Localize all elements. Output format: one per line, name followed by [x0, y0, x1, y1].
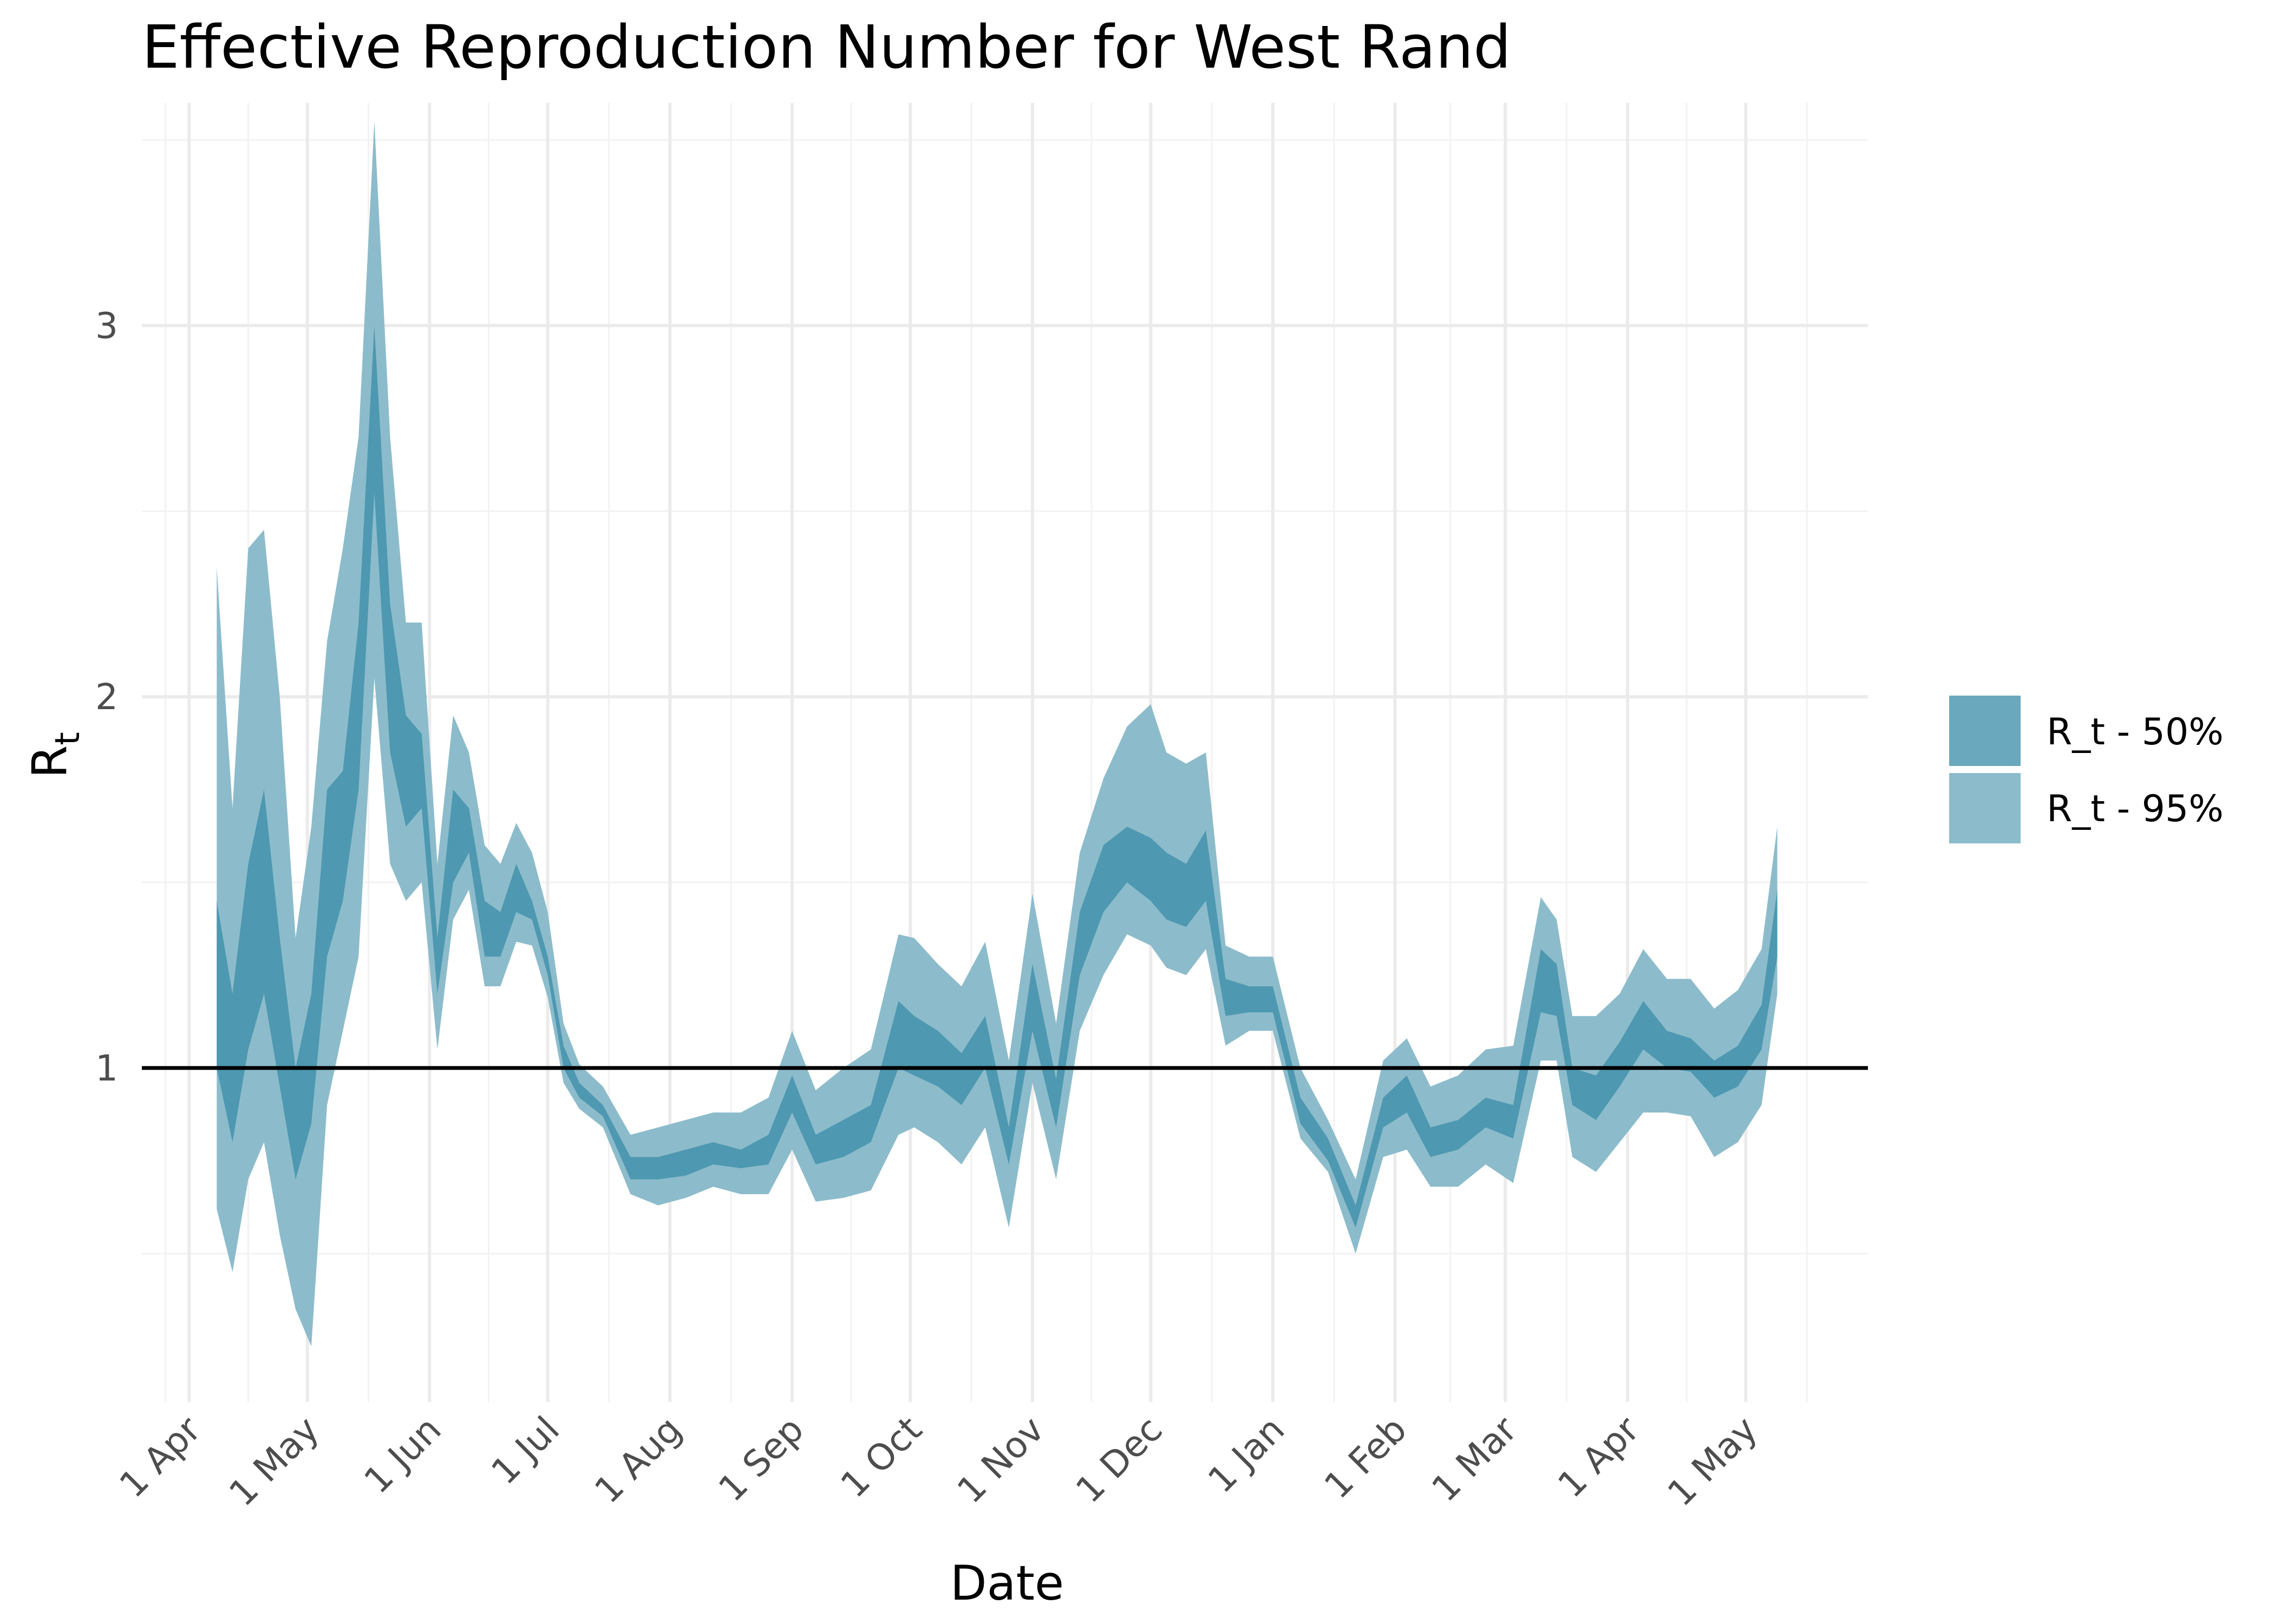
legend-swatch-95 — [1949, 773, 2021, 843]
x-axis-ticks: 1 Apr 1 May 1 Jun 1 Jul 1 Aug 1 Sep 1 Oct 1 Nov… — [112, 1408, 1766, 1514]
x-tick-label: 1 May — [1659, 1409, 1765, 1514]
x-tick-label: 1 May — [221, 1409, 327, 1514]
x-tick-label: 1 Apr — [112, 1408, 209, 1505]
x-tick-label: 1 Jan — [1200, 1409, 1292, 1501]
y-tick-label: 1 — [95, 1047, 118, 1089]
x-tick-label: 1 Jun — [356, 1409, 449, 1502]
y-tick-label: 3 — [95, 305, 118, 346]
x-tick-label: 1 Feb — [1316, 1409, 1415, 1507]
band-95 — [217, 121, 1778, 1347]
plot-bands — [217, 121, 1778, 1347]
x-tick-label: 1 Oct — [833, 1409, 930, 1506]
grid-minor — [142, 103, 1868, 1402]
legend-label-50: R_t - 50% — [2047, 711, 2224, 754]
x-tick-label: 1 Apr — [1550, 1408, 1648, 1505]
x-tick-label: 1 Mar — [1424, 1408, 1526, 1510]
legend-swatch-50 — [1949, 696, 2021, 766]
x-tick-label: 1 Aug — [587, 1409, 690, 1511]
band-50 — [217, 325, 1778, 1228]
y-axis-title: Rt — [22, 732, 87, 778]
x-tick-label: 1 Sep — [710, 1409, 812, 1510]
y-tick-label: 2 — [95, 676, 118, 718]
y-axis-title-main: R — [22, 745, 77, 778]
legend: R_t - 50% R_t - 95% — [1949, 696, 2224, 843]
y-axis-ticks: 1 2 3 — [95, 305, 118, 1089]
x-axis-title: Date — [950, 1555, 1064, 1611]
x-tick-label: 1 Dec — [1068, 1409, 1170, 1511]
chart-title: Effective Reproduction Number for West R… — [142, 12, 1511, 82]
x-tick-label: 1 Nov — [949, 1409, 1052, 1511]
y-axis-title-subscript: t — [48, 732, 87, 745]
x-tick-label: 1 Jul — [483, 1409, 567, 1492]
legend-label-95: R_t - 95% — [2047, 788, 2224, 830]
